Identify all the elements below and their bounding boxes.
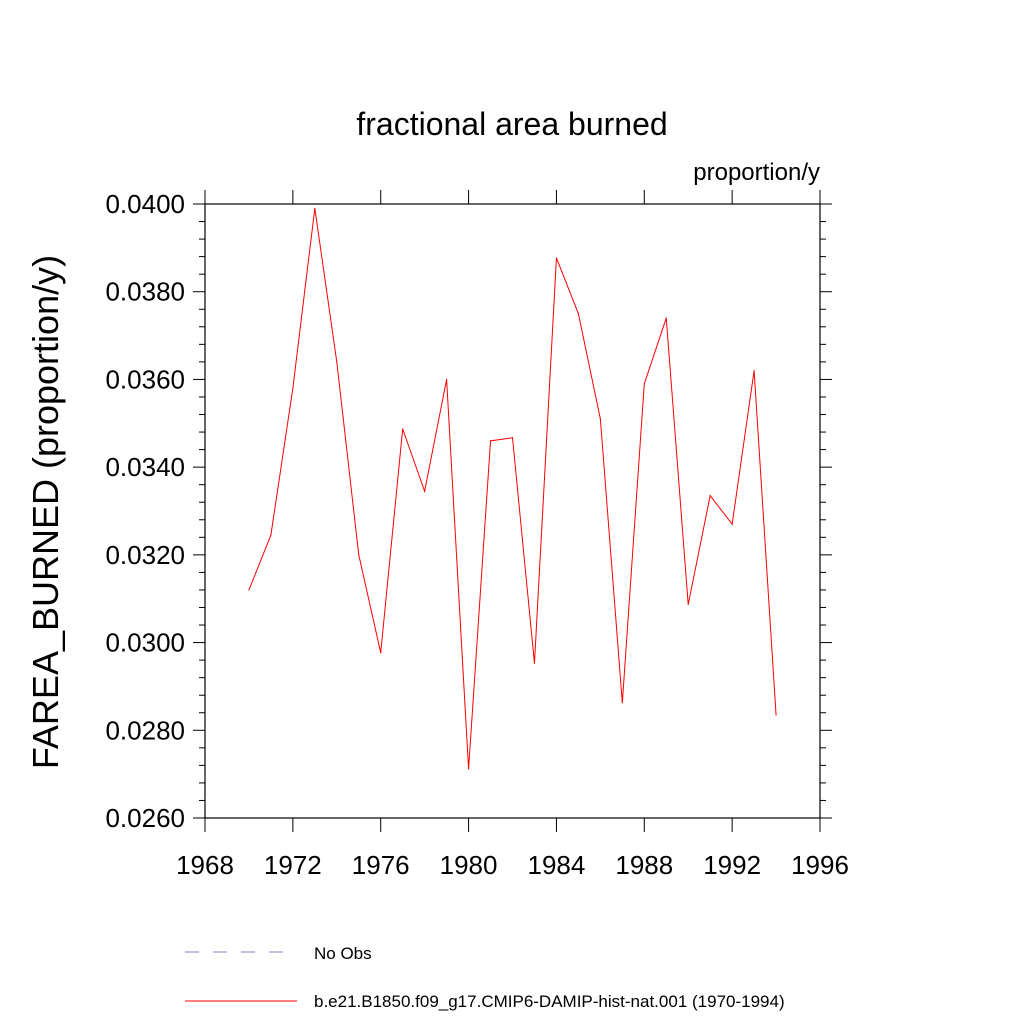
x-tick-label: 1984 bbox=[528, 850, 586, 880]
data-point bbox=[336, 361, 338, 363]
y-tick-label: 0.0400 bbox=[105, 189, 185, 219]
y-tick-label: 0.0320 bbox=[105, 540, 185, 570]
data-point bbox=[665, 317, 667, 319]
y-tick-label: 0.0300 bbox=[105, 628, 185, 658]
legend: No Obs b.e21.B1850.f09_g17.CMIP6-DAMIP-h… bbox=[185, 944, 785, 1011]
data-point bbox=[446, 378, 448, 381]
y-tick-labels: 0.0260 0.0280 0.0300 0.0320 0.0340 0.0360 0.03… bbox=[105, 189, 185, 833]
y-tick-label: 0.0280 bbox=[105, 715, 185, 745]
y-tick-label: 0.0340 bbox=[105, 452, 185, 482]
legend-label-no-obs: No Obs bbox=[314, 944, 372, 963]
axis-ticks bbox=[193, 190, 832, 832]
data-point bbox=[687, 603, 689, 606]
data-point bbox=[292, 387, 294, 389]
plot-frame bbox=[204, 203, 821, 819]
x-tick-label: 1980 bbox=[440, 850, 498, 880]
data-point bbox=[731, 523, 733, 525]
y-tick-label: 0.0380 bbox=[105, 277, 185, 307]
x-tick-labels: 1968 1972 1976 1980 1984 1988 1992 1996 bbox=[176, 850, 849, 880]
data-point bbox=[314, 207, 316, 209]
data-point bbox=[599, 418, 601, 420]
data-point bbox=[467, 768, 470, 770]
series-group bbox=[248, 207, 777, 770]
legend-label-model: b.e21.B1850.f09_g17.CMIP6-DAMIP-hist-nat… bbox=[314, 992, 785, 1011]
x-tick-label: 1988 bbox=[615, 850, 673, 880]
data-point bbox=[577, 313, 579, 315]
data-point bbox=[753, 370, 755, 372]
x-tick-label: 1972 bbox=[264, 850, 322, 880]
units-label: proportion/y bbox=[693, 159, 820, 186]
data-point bbox=[424, 490, 426, 492]
data-point bbox=[555, 257, 558, 259]
x-tick-label: 1968 bbox=[176, 850, 234, 880]
y-tick-label: 0.0260 bbox=[105, 803, 185, 833]
y-axis-label: FAREA_BURNED (proportion/y) bbox=[25, 255, 66, 769]
data-point bbox=[380, 652, 382, 654]
data-point bbox=[270, 534, 272, 536]
data-point bbox=[358, 554, 360, 556]
data-point bbox=[248, 589, 250, 591]
y-tick-label: 0.0360 bbox=[105, 364, 185, 394]
data-point bbox=[621, 702, 623, 704]
data-point bbox=[709, 495, 711, 497]
x-tick-label: 1992 bbox=[703, 850, 761, 880]
series-line bbox=[248, 208, 777, 769]
data-point bbox=[643, 383, 645, 385]
chart-title: fractional area burned bbox=[356, 106, 667, 142]
data-point bbox=[402, 428, 404, 430]
data-point bbox=[511, 437, 514, 439]
x-tick-label: 1996 bbox=[791, 850, 849, 880]
x-tick-label: 1976 bbox=[352, 850, 410, 880]
data-point bbox=[489, 440, 492, 442]
data-point bbox=[533, 662, 536, 664]
data-point bbox=[775, 714, 777, 716]
